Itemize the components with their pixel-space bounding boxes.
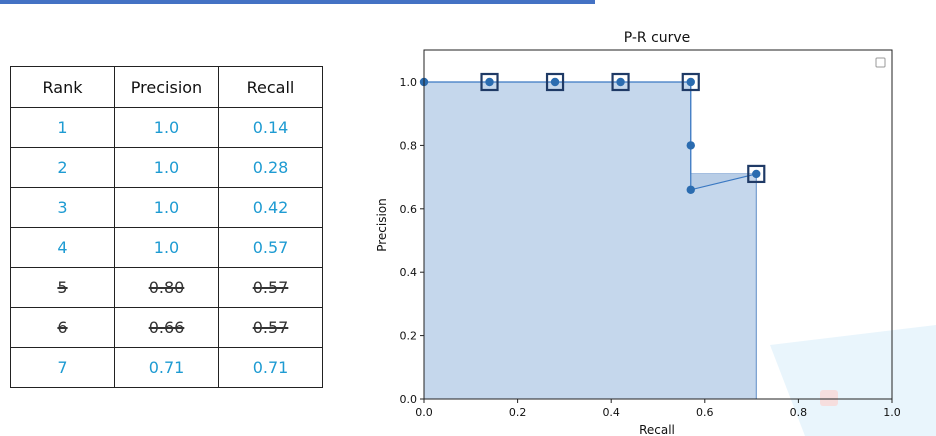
cell-rank: 1 <box>10 107 115 148</box>
precision-recall-table: Rank Precision Recall 1 1.0 0.14 2 1.0 0… <box>10 66 323 388</box>
cell-rank: 5 <box>10 267 115 308</box>
x-tick-label: 0.2 <box>509 406 526 419</box>
y-tick-label: 0.2 <box>400 330 418 343</box>
cell-recall: 0.14 <box>218 107 323 148</box>
pr-area-fill <box>423 81 757 400</box>
pr-curve-chart: P-R curve 0.0 0.2 0.4 0.6 0.8 1.0 0.0 0.2 0.4 0.6… <box>375 30 901 436</box>
cell-rank: 4 <box>10 227 115 268</box>
table-row: 4 1.0 0.57 <box>10 227 323 268</box>
pr-curve-line <box>424 81 757 191</box>
cell-precision: 0.80 <box>114 267 219 308</box>
table-row-struck: 5 0.80 0.57 <box>10 267 323 308</box>
data-point <box>686 77 695 87</box>
cell-recall: 0.57 <box>218 267 323 308</box>
x-tick-label: 0.8 <box>790 406 808 419</box>
cell-precision: 1.0 <box>114 187 219 228</box>
top-accent-bar <box>0 0 595 4</box>
data-point-box-marker <box>747 164 766 184</box>
data-point <box>616 77 625 87</box>
x-tick-label: 0.0 <box>415 406 433 419</box>
x-tick-label: 1.0 <box>883 406 901 419</box>
data-point-box-marker <box>681 72 700 92</box>
legend-checkbox[interactable] <box>875 57 886 68</box>
data-point-box-marker <box>545 72 565 92</box>
y-tick-label: 1.0 <box>400 76 418 89</box>
header-rank: Rank <box>10 66 115 108</box>
table-row: 2 1.0 0.28 <box>10 147 323 188</box>
table-row-struck: 6 0.66 0.57 <box>10 307 323 348</box>
header-precision: Precision <box>114 66 219 108</box>
cell-rank: 7 <box>10 347 115 388</box>
cell-precision: 1.0 <box>114 227 219 268</box>
table-header-row: Rank Precision Recall <box>10 66 323 108</box>
y-axis-label: Precision <box>375 198 389 252</box>
y-tick-label: 0.0 <box>400 393 418 406</box>
data-point <box>550 77 560 87</box>
cell-recall: 0.71 <box>218 347 323 388</box>
x-axis-label: Recall <box>639 423 675 436</box>
y-tick-label: 0.6 <box>400 203 418 216</box>
cell-rank: 6 <box>10 307 115 348</box>
cell-precision: 0.66 <box>114 307 219 348</box>
data-point-box-marker <box>611 72 630 92</box>
data-point <box>686 185 695 194</box>
cell-recall: 0.42 <box>218 187 323 228</box>
cell-recall: 0.57 <box>218 307 323 348</box>
chart-title: P-R curve <box>624 30 691 46</box>
table-row: 1 1.0 0.14 <box>10 107 323 148</box>
x-tick-label: 0.6 <box>696 406 714 419</box>
plot-frame <box>423 49 893 400</box>
table-row: 7 0.71 0.71 <box>10 347 323 388</box>
cell-precision: 1.0 <box>114 147 219 188</box>
y-tick-label: 0.8 <box>400 139 418 152</box>
data-point <box>485 77 494 87</box>
cell-recall: 0.57 <box>218 227 323 268</box>
data-point <box>686 141 695 150</box>
data-point <box>752 169 761 179</box>
x-tick-label: 0.4 <box>602 406 620 419</box>
data-point-box-marker <box>480 72 499 92</box>
table-row: 3 1.0 0.42 <box>10 187 323 228</box>
header-recall: Recall <box>218 66 323 108</box>
cell-recall: 0.28 <box>218 147 323 188</box>
cell-rank: 2 <box>10 147 115 188</box>
cell-rank: 3 <box>10 187 115 228</box>
cell-precision: 1.0 <box>114 107 219 148</box>
y-tick-label: 0.4 <box>400 266 418 279</box>
